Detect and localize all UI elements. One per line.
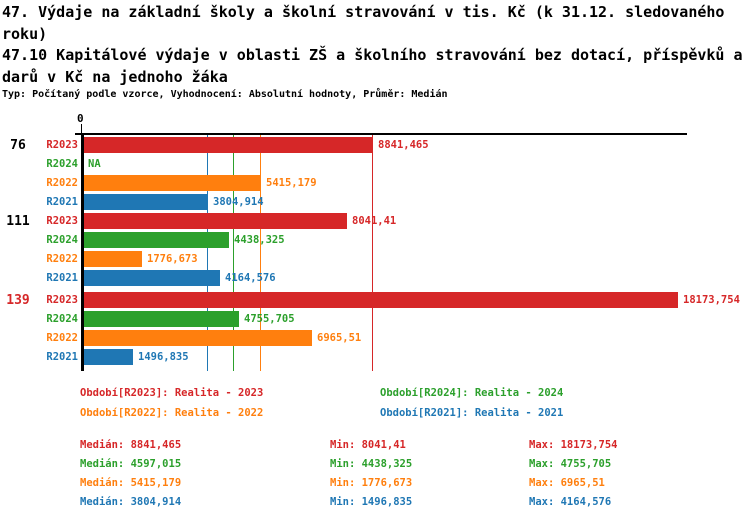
stat-median-r2021: Medián: 3804,914 [80,496,182,508]
legend-item-r2023: Období[R2023]: Realita - 2023 [80,387,264,399]
value-label: 4164,576 [225,272,276,284]
series-label-R2023: R2023 [46,139,78,151]
category-label: 139 [6,293,30,308]
bar-R2024 [84,232,229,248]
bar-R2021 [84,194,208,210]
value-label: 6965,51 [317,332,362,344]
series-label-R2024: R2024 [46,158,78,170]
bar-R2022 [84,251,142,267]
page-title-line2: 47.10 Kapitálové výdaje v oblasti ZŠ a š… [2,46,743,86]
series-label-R2022: R2022 [46,253,78,265]
x-axis-zero-tick [81,124,82,134]
median-line-r2024 [233,135,234,371]
stat-max-r2022: Max: 6965,51 [529,477,605,489]
stat-median-r2022: Medián: 5415,179 [80,477,182,489]
bar-R2023 [84,213,347,229]
bar-R2022 [84,330,312,346]
median-line-r2023 [372,135,373,371]
value-label: 8041,41 [352,215,397,227]
bar-R2024 [84,311,239,327]
y-axis-line [81,133,84,371]
series-label-R2023: R2023 [46,294,78,306]
stat-median-r2023: Medián: 8841,465 [80,439,182,451]
median-line-r2021 [207,135,208,371]
stat-min-r2021: Min: 1496,835 [330,496,413,508]
stat-min-r2022: Min: 1776,673 [330,477,413,489]
median-line-r2022 [260,135,261,371]
value-label: 4438,325 [234,234,285,246]
series-label-R2022: R2022 [46,332,78,344]
value-label: 18173,754 [683,294,740,306]
value-label-na: NA [88,158,101,170]
legend-item-r2022: Období[R2022]: Realita - 2022 [80,407,264,419]
legend-item-r2021: Období[R2021]: Realita - 2021 [380,407,564,419]
value-label: 3804,914 [213,196,264,208]
legend-item-r2024: Období[R2024]: Realita - 2024 [380,387,564,399]
series-label-R2021: R2021 [46,196,78,208]
bar-R2021 [84,349,133,365]
value-label: 1776,673 [147,253,198,265]
series-label-R2021: R2021 [46,351,78,363]
page-title-line1: 47. Výdaje na základní školy a školní st… [2,3,734,43]
series-label-R2023: R2023 [46,215,78,227]
series-label-R2024: R2024 [46,234,78,246]
series-label-R2022: R2022 [46,177,78,189]
bar-chart: 0 76 R2023 8841,465 R2024 NA R2022 5415,179 R20… [6,112,740,371]
category-label: 76 [10,138,26,153]
value-label: 1496,835 [138,351,189,363]
series-label-R2024: R2024 [46,313,78,325]
stat-max-r2023: Max: 18173,754 [529,439,618,451]
x-axis-zero-label: 0 [77,112,84,125]
value-label: 5415,179 [266,177,317,189]
bar-R2022 [84,175,261,191]
bar-R2023 [84,292,678,308]
stat-max-r2021: Max: 4164,576 [529,496,612,508]
chart-subtitle: Typ: Počítaný podle vzorce, Vyhodnocení:… [2,89,448,100]
stat-median-r2024: Medián: 4597,015 [80,458,182,470]
x-axis-line [75,133,687,135]
stat-min-r2024: Min: 4438,325 [330,458,413,470]
value-label: 4755,705 [244,313,295,325]
category-label: 111 [6,214,30,229]
series-label-R2021: R2021 [46,272,78,284]
bar-R2023 [84,137,373,153]
stat-max-r2024: Max: 4755,705 [529,458,612,470]
bar-R2021 [84,270,220,286]
stat-min-r2023: Min: 8041,41 [330,439,406,451]
value-label: 8841,465 [378,139,429,151]
